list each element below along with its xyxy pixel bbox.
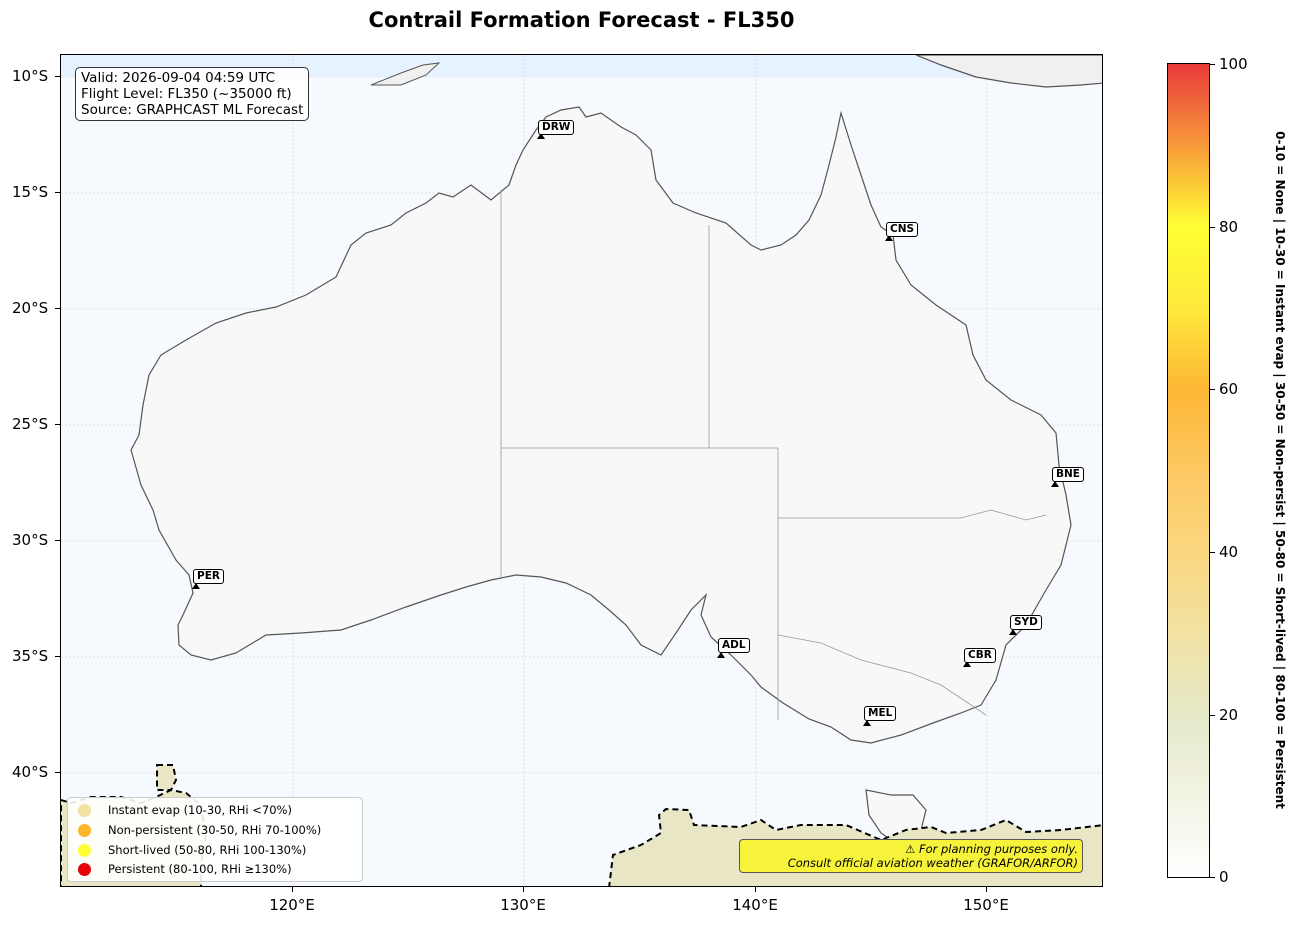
y-tick-label: 10°S	[12, 67, 49, 85]
airport-label-cns[interactable]: CNS	[886, 222, 919, 237]
legend-item: Instant evap (10-30, RHi <70%)	[78, 802, 292, 818]
y-tick-label: 30°S	[12, 531, 49, 549]
y-tick-mark	[55, 540, 60, 541]
timor-landmass	[370, 62, 441, 86]
colorbar-tick-label: 40	[1219, 543, 1239, 561]
y-tick-label: 15°S	[12, 183, 49, 201]
warning-line-1: ⚠ For planning purposes only.	[905, 842, 1078, 856]
colorbar	[1167, 63, 1210, 878]
colorbar-tick-mark	[1210, 715, 1215, 716]
planning-warning: ⚠ For planning purposes only. Consult of…	[739, 839, 1083, 873]
ocean-band	[61, 55, 1102, 77]
legend-label: Non-persistent (30-50, RHi 70-100%)	[108, 823, 322, 837]
legend-item: Persistent (80-100, RHi ≥130%)	[78, 861, 292, 877]
y-tick-mark	[55, 308, 60, 309]
flight-level: Flight Level: FL350 (~35000 ft)	[81, 86, 292, 102]
colorbar-tick-label: 60	[1219, 380, 1239, 398]
y-tick-label: 20°S	[12, 299, 49, 317]
drw-marker[interactable]	[537, 133, 545, 139]
map-panel[interactable]	[60, 54, 1103, 887]
legend-item: Short-lived (50-80, RHi 100-130%)	[78, 842, 306, 858]
legend-dot	[78, 843, 91, 857]
colorbar-tick-label: 20	[1219, 706, 1239, 724]
contrail-zone-island	[156, 764, 178, 791]
colorbar-category-label: 0-10 = None | 10-30 = Instant evap | 30-…	[1273, 131, 1287, 809]
legend-label: Instant evap (10-30, RHi <70%)	[108, 803, 292, 817]
y-tick-label: 40°S	[12, 763, 49, 781]
y-tick-mark	[55, 76, 60, 77]
y-tick-label: 25°S	[12, 415, 49, 433]
map-canvas	[61, 55, 1102, 886]
adl-marker[interactable]	[717, 652, 725, 658]
mel-marker[interactable]	[863, 720, 871, 726]
legend-item: Non-persistent (30-50, RHi 70-100%)	[78, 822, 321, 838]
colorbar-tick-label: 80	[1219, 218, 1239, 236]
x-tick-label: 140°E	[732, 896, 778, 914]
state-borders	[500, 190, 1047, 720]
airport-label-per[interactable]: PER	[193, 569, 224, 584]
y-tick-label: 35°S	[12, 647, 49, 665]
y-tick-mark	[55, 192, 60, 193]
colorbar-tick-mark	[1210, 552, 1215, 553]
x-tick-label: 120°E	[269, 896, 315, 914]
legend-dot	[78, 803, 91, 817]
colorbar-tick-mark	[1210, 227, 1215, 228]
forecast-source: Source: GRAPHCAST ML Forecast	[81, 102, 304, 118]
valid-time: Valid: 2026-09-04 04:59 UTC	[81, 70, 276, 86]
colorbar-tick-label: 0	[1219, 868, 1229, 886]
australia-landmass	[130, 106, 1072, 744]
airport-label-drw[interactable]: DRW	[538, 120, 575, 135]
colorbar-tick-mark	[1210, 64, 1215, 65]
x-tick-label: 130°E	[500, 896, 546, 914]
x-tick-mark	[523, 887, 524, 892]
png-landmass	[915, 55, 1102, 88]
cbr-marker[interactable]	[963, 661, 971, 667]
per-marker[interactable]	[192, 583, 200, 589]
airport-label-syd[interactable]: SYD	[1010, 615, 1042, 630]
y-tick-mark	[55, 656, 60, 657]
airport-label-adl[interactable]: ADL	[718, 638, 750, 653]
x-tick-mark	[292, 887, 293, 892]
bne-marker[interactable]	[1051, 481, 1059, 487]
syd-marker[interactable]	[1009, 629, 1017, 635]
airport-label-bne[interactable]: BNE	[1052, 467, 1084, 482]
colorbar-tick-mark	[1210, 389, 1215, 390]
y-tick-mark	[55, 772, 60, 773]
colorbar-tick-label: 100	[1219, 55, 1248, 73]
colorbar-tick-mark	[1210, 877, 1215, 878]
chart-title: Contrail Formation Forecast - FL350	[368, 8, 795, 32]
x-tick-mark	[986, 887, 987, 892]
warning-line-2: Consult official aviation weather (GRAFO…	[787, 856, 1078, 870]
y-tick-mark	[55, 424, 60, 425]
x-tick-label: 150°E	[963, 896, 1009, 914]
legend-label: Persistent (80-100, RHi ≥130%)	[108, 862, 292, 876]
legend: Instant evap (10-30, RHi <70%) Non-persi…	[67, 797, 363, 882]
legend-label: Short-lived (50-80, RHi 100-130%)	[108, 843, 307, 857]
legend-dot	[78, 862, 91, 876]
legend-dot	[78, 823, 91, 837]
cns-marker[interactable]	[885, 235, 893, 241]
airport-label-mel[interactable]: MEL	[864, 706, 897, 721]
airport-label-cbr[interactable]: CBR	[964, 648, 996, 663]
x-tick-mark	[755, 887, 756, 892]
forecast-info-box: Valid: 2026-09-04 04:59 UTC Flight Level…	[75, 67, 310, 121]
